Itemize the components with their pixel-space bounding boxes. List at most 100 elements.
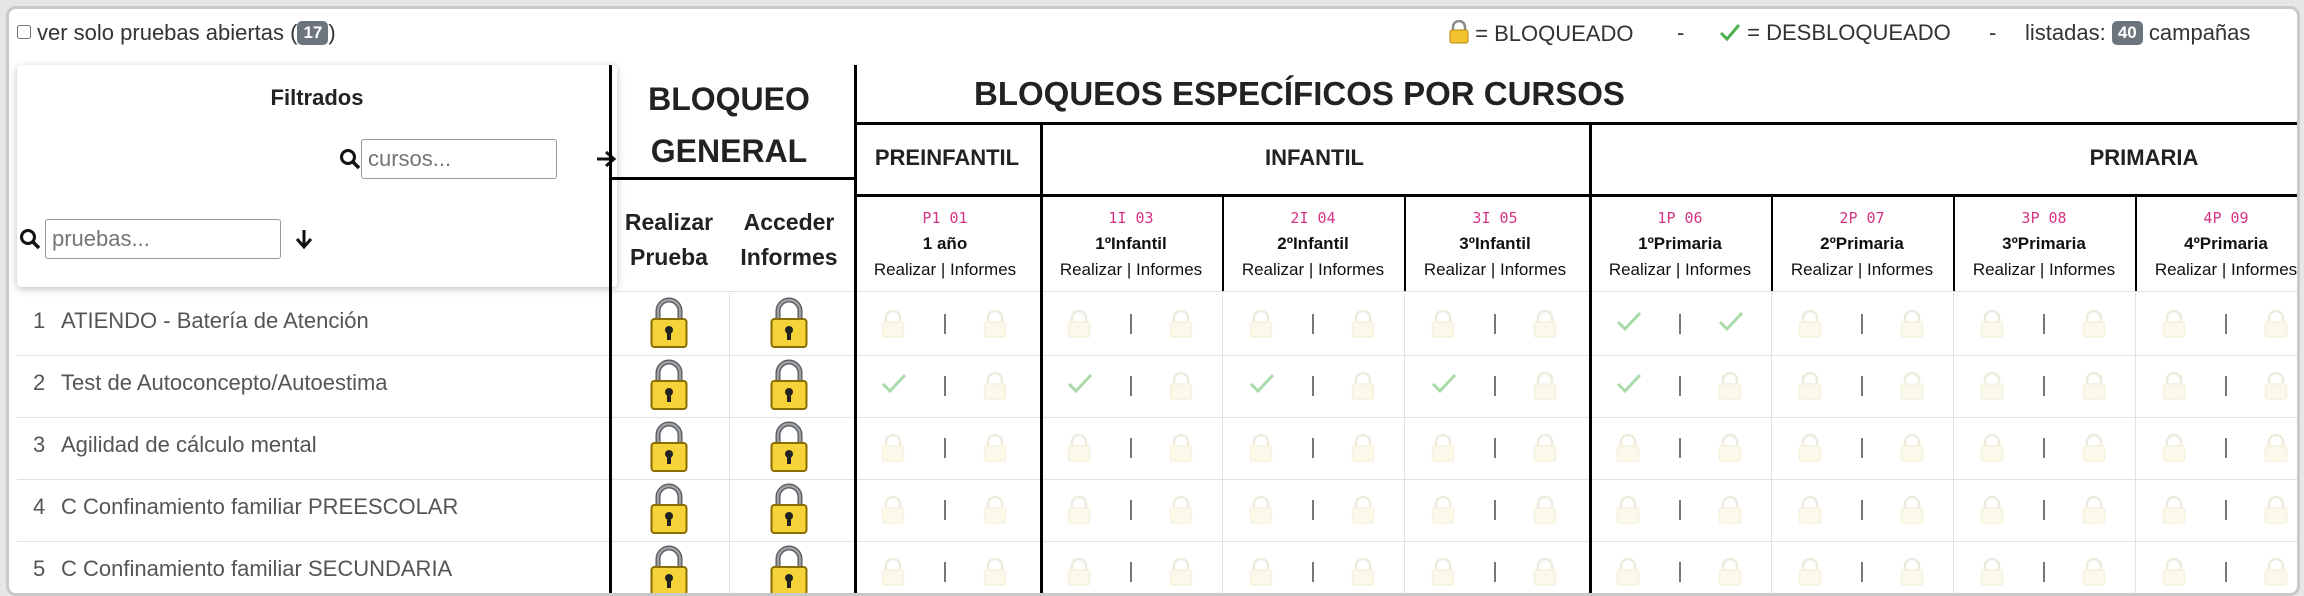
- locked-icon[interactable]: [1249, 309, 1273, 343]
- course-subheader: Realizar | Informes: [2154, 260, 2298, 279]
- locked-icon[interactable]: [1351, 371, 1375, 405]
- locked-icon[interactable]: [1900, 433, 1924, 467]
- locked-icon[interactable]: [2264, 495, 2288, 529]
- locked-icon[interactable]: [983, 371, 1007, 405]
- locked-icon[interactable]: [2264, 557, 2288, 591]
- locked-icon[interactable]: [1169, 433, 1193, 467]
- locked-icon[interactable]: [1169, 557, 1193, 591]
- locked-icon[interactable]: [1616, 433, 1640, 467]
- general-perform-lock-icon[interactable]: [650, 483, 688, 540]
- locked-icon[interactable]: [2162, 495, 2186, 529]
- locked-icon[interactable]: [1249, 433, 1273, 467]
- locked-icon[interactable]: [2082, 557, 2106, 591]
- locked-icon[interactable]: [1798, 433, 1822, 467]
- locked-icon[interactable]: [1900, 495, 1924, 529]
- locked-icon[interactable]: [1431, 309, 1455, 343]
- general-perform-lock-icon[interactable]: [650, 297, 688, 354]
- general-perform-lock-icon[interactable]: [650, 359, 688, 416]
- locked-icon[interactable]: [881, 309, 905, 343]
- locked-icon[interactable]: [1351, 495, 1375, 529]
- locked-icon[interactable]: [983, 495, 1007, 529]
- locked-icon[interactable]: [1533, 495, 1557, 529]
- locked-icon[interactable]: [1351, 557, 1375, 591]
- locked-icon[interactable]: [1980, 309, 2004, 343]
- cell-separator: [1679, 438, 1681, 458]
- locked-icon[interactable]: [1798, 309, 1822, 343]
- locked-icon[interactable]: [1718, 557, 1742, 591]
- locked-icon[interactable]: [1067, 557, 1091, 591]
- locked-icon[interactable]: [2162, 433, 2186, 467]
- arrow-down-icon[interactable]: [293, 228, 315, 250]
- general-reports-lock-icon[interactable]: [770, 359, 808, 416]
- locked-icon[interactable]: [2082, 495, 2106, 529]
- locked-icon[interactable]: [1980, 433, 2004, 467]
- locked-icon[interactable]: [1431, 433, 1455, 467]
- locked-icon[interactable]: [1980, 557, 2004, 591]
- locked-icon[interactable]: [2264, 309, 2288, 343]
- locked-icon[interactable]: [1351, 433, 1375, 467]
- general-reports-lock-icon[interactable]: [770, 545, 808, 593]
- locked-icon[interactable]: [2162, 309, 2186, 343]
- locked-icon[interactable]: [1533, 557, 1557, 591]
- locked-icon[interactable]: [983, 309, 1007, 343]
- locked-icon[interactable]: [1533, 433, 1557, 467]
- general-reports-lock-icon[interactable]: [770, 297, 808, 354]
- locked-icon[interactable]: [1351, 309, 1375, 343]
- locked-icon[interactable]: [1616, 557, 1640, 591]
- locked-icon[interactable]: [1980, 495, 2004, 529]
- locked-icon[interactable]: [1249, 495, 1273, 529]
- locked-icon[interactable]: [1533, 371, 1557, 405]
- locked-icon[interactable]: [1798, 371, 1822, 405]
- locked-icon[interactable]: [2082, 371, 2106, 405]
- general-perform-lock-icon[interactable]: [650, 421, 688, 478]
- locked-icon[interactable]: [1249, 557, 1273, 591]
- general-reports-lock-icon[interactable]: [770, 421, 808, 478]
- locked-icon[interactable]: [1169, 309, 1193, 343]
- locked-icon[interactable]: [1616, 495, 1640, 529]
- locked-icon[interactable]: [1067, 309, 1091, 343]
- open-tests-filter[interactable]: ver solo pruebas abiertas (17): [11, 20, 336, 46]
- locked-icon[interactable]: [881, 557, 905, 591]
- locked-icon[interactable]: [2162, 557, 2186, 591]
- locked-icon[interactable]: [1718, 371, 1742, 405]
- locked-icon[interactable]: [1718, 495, 1742, 529]
- locked-icon[interactable]: [1900, 371, 1924, 405]
- locked-icon[interactable]: [2162, 371, 2186, 405]
- course-header: 1P 06 1ºPrimaria Realizar | Informes: [1589, 205, 1771, 283]
- open-tests-checkbox[interactable]: [17, 25, 31, 39]
- locked-icon[interactable]: [1067, 433, 1091, 467]
- cell-separator: [1494, 438, 1496, 458]
- locked-icon[interactable]: [1980, 371, 2004, 405]
- locked-icon[interactable]: [1798, 495, 1822, 529]
- unlocked-check-icon[interactable]: [1067, 372, 1093, 399]
- general-reports-lock-icon[interactable]: [770, 483, 808, 540]
- locked-icon[interactable]: [2082, 433, 2106, 467]
- unlocked-check-icon[interactable]: [1616, 372, 1642, 399]
- cell-separator: [2225, 314, 2227, 334]
- unlocked-check-icon[interactable]: [1616, 310, 1642, 337]
- locked-icon[interactable]: [983, 557, 1007, 591]
- locked-icon[interactable]: [983, 433, 1007, 467]
- locked-icon[interactable]: [1169, 371, 1193, 405]
- tests-search-input[interactable]: [45, 219, 281, 259]
- locked-icon[interactable]: [1718, 433, 1742, 467]
- locked-icon[interactable]: [881, 433, 905, 467]
- locked-icon[interactable]: [2264, 433, 2288, 467]
- locked-icon[interactable]: [1533, 309, 1557, 343]
- courses-search-input[interactable]: [361, 139, 557, 179]
- locked-icon[interactable]: [1431, 495, 1455, 529]
- general-perform-lock-icon[interactable]: [650, 545, 688, 593]
- locked-icon[interactable]: [1067, 495, 1091, 529]
- locked-icon[interactable]: [2264, 371, 2288, 405]
- locked-icon[interactable]: [1900, 309, 1924, 343]
- unlocked-check-icon[interactable]: [1249, 372, 1275, 399]
- locked-icon[interactable]: [1798, 557, 1822, 591]
- unlocked-check-icon[interactable]: [1718, 310, 1744, 337]
- unlocked-check-icon[interactable]: [881, 372, 907, 399]
- locked-icon[interactable]: [1431, 557, 1455, 591]
- unlocked-check-icon[interactable]: [1431, 372, 1457, 399]
- locked-icon[interactable]: [1169, 495, 1193, 529]
- locked-icon[interactable]: [881, 495, 905, 529]
- locked-icon[interactable]: [1900, 557, 1924, 591]
- locked-icon[interactable]: [2082, 309, 2106, 343]
